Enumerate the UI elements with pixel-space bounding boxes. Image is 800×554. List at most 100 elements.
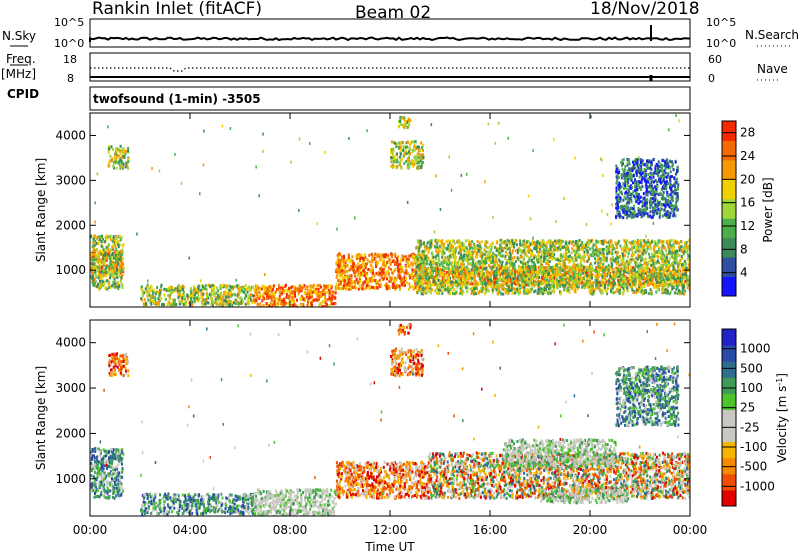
- data-cell: [645, 290, 648, 294]
- data-cell: [197, 287, 200, 291]
- nsky-trace: [89, 36, 691, 42]
- data-cell: [615, 274, 618, 278]
- data-cell: [626, 282, 629, 286]
- data-cell: [603, 288, 606, 292]
- data-cell: [186, 297, 189, 301]
- data-cell: [686, 286, 689, 290]
- data-cell: [501, 288, 504, 292]
- data-cell: [228, 288, 231, 292]
- data-cell: [397, 268, 400, 272]
- data-cell: [517, 289, 520, 293]
- data-cell: [386, 260, 389, 264]
- data-cell: [512, 267, 515, 271]
- data-cell: [403, 275, 406, 279]
- data-cell: [300, 294, 303, 298]
- data-cell: [500, 292, 503, 296]
- data-cell: [660, 272, 663, 276]
- data-cell: [664, 274, 667, 277]
- data-cell: [343, 260, 346, 263]
- data-cell: [216, 299, 219, 303]
- data-cell: [327, 288, 330, 292]
- data-cell: [186, 293, 189, 297]
- data-cell: [429, 270, 431, 274]
- data-cell: [647, 283, 650, 287]
- data-cell: [453, 258, 456, 262]
- data-cell: [488, 282, 491, 286]
- data-cell: [516, 248, 519, 252]
- data-cell: [323, 287, 326, 291]
- data-cell: [223, 299, 226, 302]
- data-cell: [399, 267, 402, 271]
- data-cell: [105, 279, 108, 283]
- data-cell: [622, 249, 625, 253]
- data-cell: [439, 240, 442, 244]
- data-cell: [425, 286, 427, 290]
- data-cell: [297, 292, 300, 296]
- data-cell: [391, 260, 394, 264]
- data-cell: [118, 285, 121, 289]
- data-cell: [640, 265, 643, 269]
- data-cell: [537, 270, 540, 274]
- data-cell: [536, 291, 539, 295]
- data-cell: [511, 264, 514, 268]
- data-cell: [421, 278, 423, 282]
- data-cell: [294, 303, 297, 307]
- data-cell: [542, 241, 545, 245]
- data-cell: [120, 236, 123, 240]
- data-cell: [450, 246, 453, 250]
- data-cell: [457, 260, 460, 264]
- data-cell: [402, 258, 405, 262]
- data-cell: [94, 278, 96, 282]
- data-cell: [476, 270, 479, 274]
- data-cell: [509, 277, 512, 281]
- data-cell: [114, 253, 117, 257]
- data-cell: [215, 291, 218, 295]
- data-cell: [683, 283, 686, 287]
- data-cell: [572, 240, 575, 244]
- data-cell: [608, 272, 611, 276]
- data-cell: [112, 282, 115, 286]
- data-cell: [316, 284, 319, 288]
- data-cell: [384, 284, 386, 288]
- data-cell: [411, 254, 414, 258]
- data-cell: [652, 260, 655, 264]
- data-cell: [674, 268, 676, 272]
- data-cell: [310, 290, 313, 294]
- data-cell: [425, 281, 428, 285]
- data-cell: [667, 277, 670, 281]
- data-cell: [205, 288, 208, 292]
- data-cell: [668, 246, 671, 250]
- data-cell: [605, 259, 608, 263]
- data-cell: [441, 289, 444, 293]
- data-cell: [105, 266, 108, 270]
- data-cell: [97, 235, 100, 239]
- data-cell: [346, 269, 349, 273]
- data-cell: [687, 239, 690, 243]
- data-cell: [647, 292, 650, 295]
- data-cell: [98, 264, 101, 268]
- data-cell: [450, 272, 453, 275]
- data-cell: [583, 250, 586, 254]
- data-cell: [489, 265, 492, 269]
- data-cell: [489, 277, 492, 281]
- data-cell: [425, 254, 428, 257]
- data-cell: [99, 268, 102, 271]
- data-cell: [292, 285, 295, 289]
- data-cell: [355, 264, 358, 268]
- data-cell: [540, 283, 543, 287]
- data-cell: [291, 285, 294, 289]
- data-cell: [116, 257, 119, 261]
- data-cell: [584, 274, 586, 278]
- data-cell: [610, 281, 613, 285]
- data-cell: [409, 276, 412, 280]
- data-cell: [192, 297, 195, 301]
- data-cell: [568, 239, 571, 243]
- data-cell: [524, 290, 527, 293]
- data-cell: [626, 289, 629, 293]
- data-cell: [563, 267, 566, 271]
- data-cell: [421, 288, 424, 292]
- data-cell: [409, 273, 412, 277]
- data-cell: [504, 250, 507, 254]
- data-cell: [222, 295, 225, 299]
- data-cell: [114, 272, 117, 275]
